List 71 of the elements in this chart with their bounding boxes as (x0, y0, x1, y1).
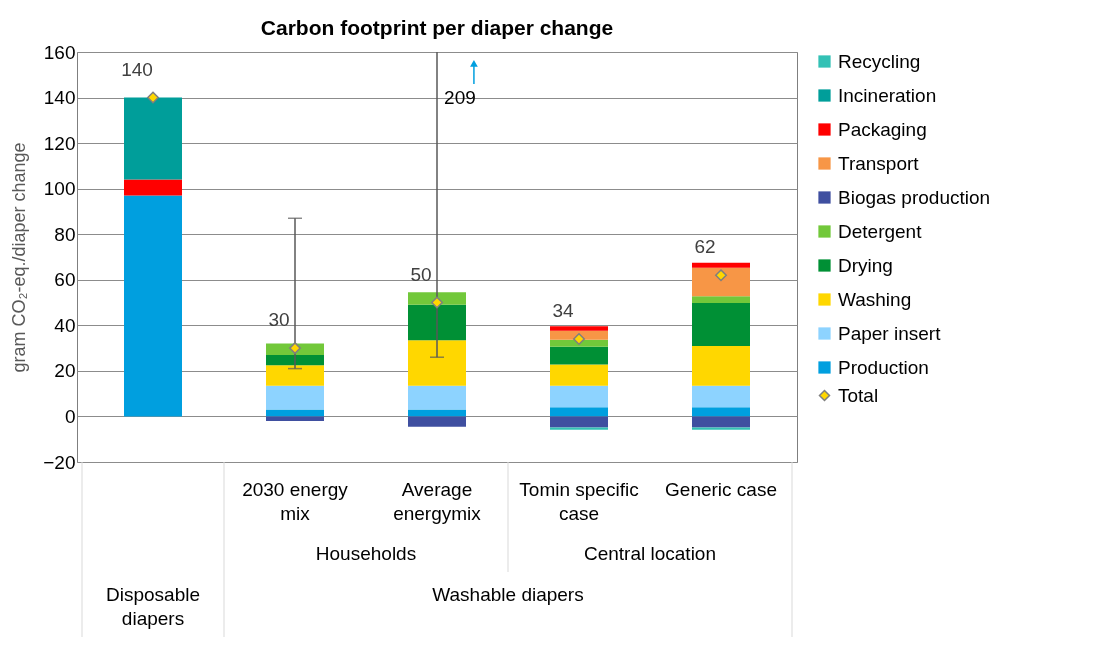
legend-label: Drying (838, 254, 893, 276)
bar (692, 303, 750, 347)
y-tick-label: 40 (54, 314, 76, 336)
y-tick-label: 20 (54, 360, 76, 382)
bar (692, 296, 750, 304)
bar (266, 385, 324, 410)
bar (692, 407, 750, 417)
legend-label: Total (838, 384, 879, 406)
text: Central location (583, 543, 717, 564)
bar (408, 340, 466, 386)
bar (550, 416, 608, 428)
legend-label: Detergent (838, 220, 923, 242)
bar (408, 292, 466, 305)
text: Disposable diapers (106, 584, 200, 629)
point (431, 296, 443, 309)
x-tick-label: Generic case (665, 479, 777, 500)
y-tick-label: 140 (43, 87, 76, 109)
data-label: 50 (410, 263, 432, 285)
bar (692, 346, 750, 386)
chart-title: Carbon footprint per diaper change (260, 16, 614, 39)
text: Households (315, 543, 417, 564)
bar (266, 354, 324, 366)
bar (550, 339, 608, 347)
bar (692, 416, 750, 428)
x-tick-label: Average energymix (393, 479, 482, 524)
bar (692, 267, 750, 297)
y-tick-label: 80 (54, 223, 76, 245)
legend-label: Transport (838, 152, 920, 174)
bar (124, 195, 182, 417)
bar (550, 427, 608, 430)
bar (408, 416, 466, 427)
y-tick-label: 160 (43, 41, 76, 63)
y-tick-label: −20 (43, 451, 76, 473)
data-label: 140 (121, 58, 153, 80)
bar (692, 262, 750, 268)
y-tick-label: 120 (43, 132, 76, 154)
y-tick-label: 100 (43, 178, 76, 200)
bar (550, 407, 608, 417)
data-label: 62 (694, 236, 716, 258)
bar (124, 179, 182, 196)
point (147, 91, 159, 104)
annotation: 209 (444, 86, 476, 108)
data-label: 30 (268, 309, 290, 331)
point (573, 333, 585, 345)
x-tick-label: Tomin specific case (519, 479, 639, 524)
bar (408, 385, 466, 410)
legend-label: Incineration (838, 84, 937, 106)
point (715, 269, 727, 282)
legend-label: Biogas production (838, 186, 991, 208)
y-tick-label: 60 (54, 269, 76, 291)
bar (266, 365, 324, 386)
bar (692, 427, 750, 430)
legend-label: Paper insert (838, 322, 942, 344)
bar (692, 385, 750, 408)
bar (124, 97, 182, 180)
y-axis-title: gram CO₂-eq./diaper change (9, 142, 30, 373)
legend-label: Recycling (838, 50, 921, 72)
bar (550, 326, 608, 331)
x-tick-label: 2030 energy mix (242, 479, 349, 524)
legend-label: Production (838, 356, 929, 378)
bar (550, 364, 608, 386)
bar (550, 346, 608, 365)
y-tick-label: 0 (64, 405, 76, 427)
legend-label: Washing (838, 288, 912, 310)
legend-label: Packaging (838, 118, 927, 140)
data-label: 34 (552, 300, 574, 321)
bar (550, 385, 608, 408)
text: Washable diapers (432, 584, 584, 605)
bar (408, 304, 466, 341)
point (289, 342, 301, 355)
bar (266, 416, 324, 421)
